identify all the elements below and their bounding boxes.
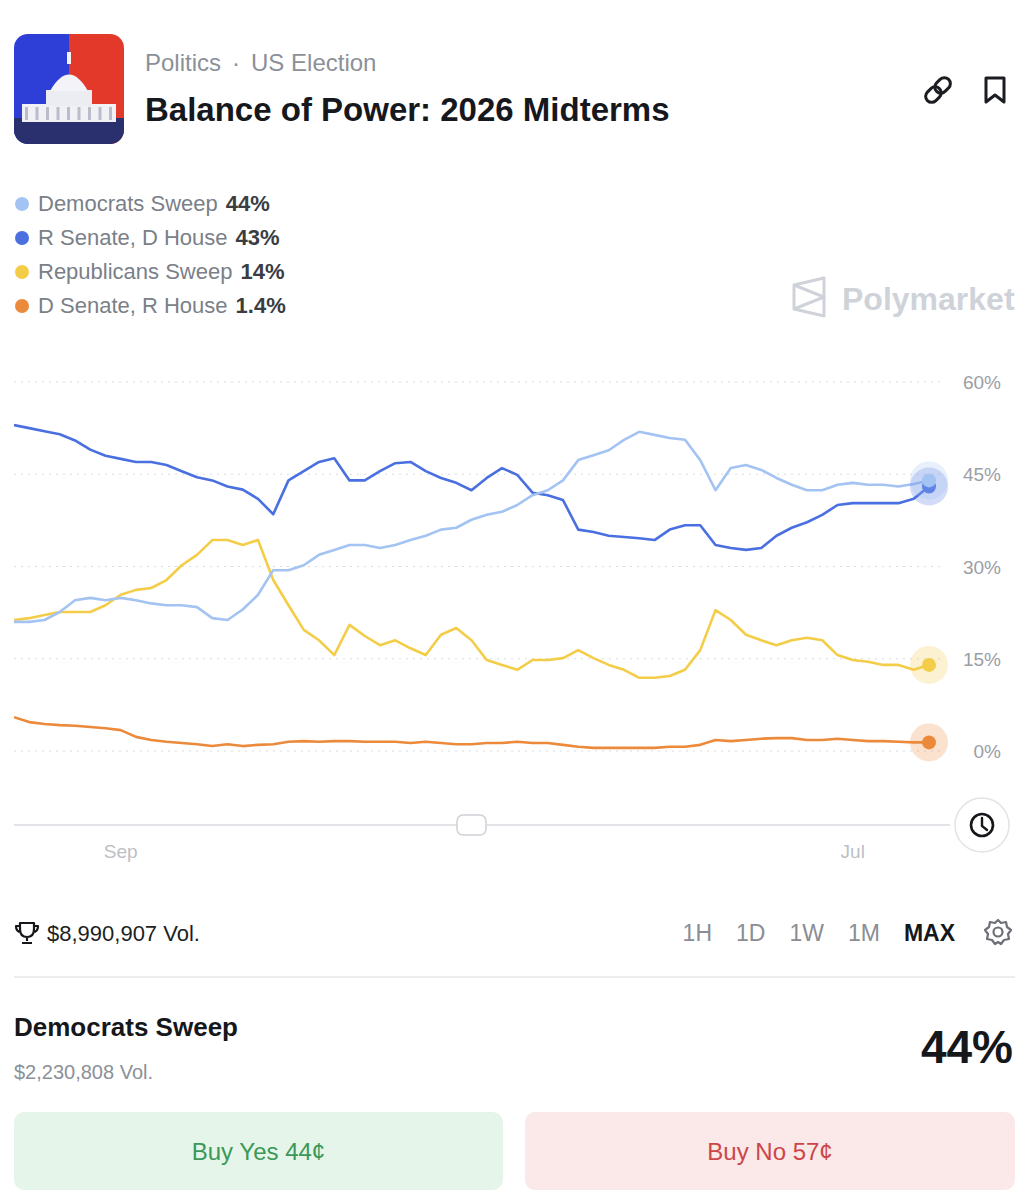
- legend-value: 44%: [226, 191, 270, 216]
- separator: ·: [232, 49, 240, 76]
- series-line: [14, 432, 929, 622]
- legend-value: 43%: [236, 225, 280, 250]
- icon-drum: [46, 90, 92, 106]
- outcome-name: Democrats Sweep: [14, 1012, 238, 1042]
- buy-no-button[interactable]: [525, 1112, 1015, 1190]
- buy-yes-label[interactable]: Buy Yes 44¢: [192, 1138, 325, 1165]
- x-tick-label: Jul: [841, 841, 865, 862]
- legend-label: Democrats Sweep: [38, 191, 218, 216]
- legend-swatch: [15, 197, 29, 211]
- history-button[interactable]: [955, 798, 1009, 852]
- legend-swatch: [15, 231, 29, 245]
- legend-value: 14%: [240, 259, 284, 284]
- icon-column: [109, 107, 112, 120]
- icon-dome: [50, 75, 88, 92]
- y-tick-label: 0%: [974, 741, 1002, 762]
- link-part: [932, 75, 953, 96]
- logo-inner: [794, 285, 824, 309]
- category: Politics: [145, 49, 221, 76]
- range-button[interactable]: 1D: [736, 920, 765, 946]
- trophy-icon: [16, 923, 38, 943]
- range-button[interactable]: MAX: [904, 920, 956, 946]
- icon-column: [78, 107, 81, 120]
- legend-swatch: [15, 299, 29, 313]
- legend-label: D Senate, R House: [38, 293, 228, 318]
- y-tick-label: 30%: [963, 557, 1001, 578]
- total-volume: $8,990,907 Vol.: [47, 921, 200, 946]
- end-halo: [910, 723, 948, 761]
- series-line: [14, 425, 929, 550]
- bookmark-icon[interactable]: [986, 78, 1004, 102]
- slider-handle[interactable]: [457, 815, 486, 835]
- grid-line: [14, 474, 945, 475]
- icon-spire: [67, 52, 71, 64]
- grid-line: [14, 381, 945, 382]
- subcategory: US Election: [251, 49, 376, 76]
- divider: [14, 976, 1015, 978]
- range-button[interactable]: 1H: [683, 920, 712, 946]
- icon-building: [22, 104, 116, 122]
- legend-swatch: [15, 265, 29, 279]
- outcome-chance: 44%: [921, 1021, 1013, 1073]
- title: Balance of Power: 2026 Midterms: [145, 91, 670, 128]
- logo-outline: [794, 278, 824, 316]
- legend-label: R Senate, D House: [38, 225, 228, 250]
- buy-yes-button[interactable]: [14, 1112, 503, 1190]
- outcome-volume: $2,230,808 Vol.: [14, 1061, 153, 1083]
- range-button[interactable]: 1M: [848, 920, 880, 946]
- buy-no-label[interactable]: Buy No 57¢: [707, 1138, 832, 1165]
- legend-label: Republicans Sweep: [38, 259, 232, 284]
- clock-hands: [982, 818, 987, 830]
- end-halo: [910, 461, 948, 499]
- series-line: [14, 717, 929, 748]
- end-halo: [910, 646, 948, 684]
- icon-column: [57, 107, 60, 120]
- lines: [14, 425, 929, 748]
- page: Politics · US Election Balance of Power: 20…: [0, 0, 1035, 1200]
- range-button[interactable]: 1W: [789, 920, 824, 946]
- y-tick-label: 45%: [963, 464, 1001, 485]
- icon-column: [99, 107, 102, 120]
- watermark: Polymarket: [842, 281, 1015, 317]
- end-dot: [922, 473, 936, 487]
- end-dot: [922, 735, 936, 749]
- end-dot: [922, 658, 936, 672]
- legend-value: 1.4%: [236, 293, 286, 318]
- settings-icon[interactable]: [985, 920, 1011, 944]
- watermark-logo: [794, 278, 824, 316]
- gear-hub: [994, 928, 1003, 937]
- series-line: [14, 540, 929, 678]
- grid-line: [14, 566, 945, 567]
- y-tick-label: 60%: [963, 372, 1001, 393]
- end-markers: [910, 461, 948, 761]
- link-icon[interactable]: [923, 75, 953, 105]
- clock-face: [971, 814, 993, 836]
- icon-column: [36, 107, 39, 120]
- icon-column: [46, 107, 49, 120]
- market-icon: [14, 34, 124, 144]
- x-tick-label: Sep: [104, 841, 138, 862]
- gear-teeth: [985, 920, 1011, 944]
- icon-column: [25, 107, 28, 120]
- grid-line: [14, 750, 945, 751]
- icon-column: [88, 107, 91, 120]
- y-tick-label: 15%: [963, 649, 1001, 670]
- grid-line: [14, 658, 945, 659]
- icon-column: [67, 107, 70, 120]
